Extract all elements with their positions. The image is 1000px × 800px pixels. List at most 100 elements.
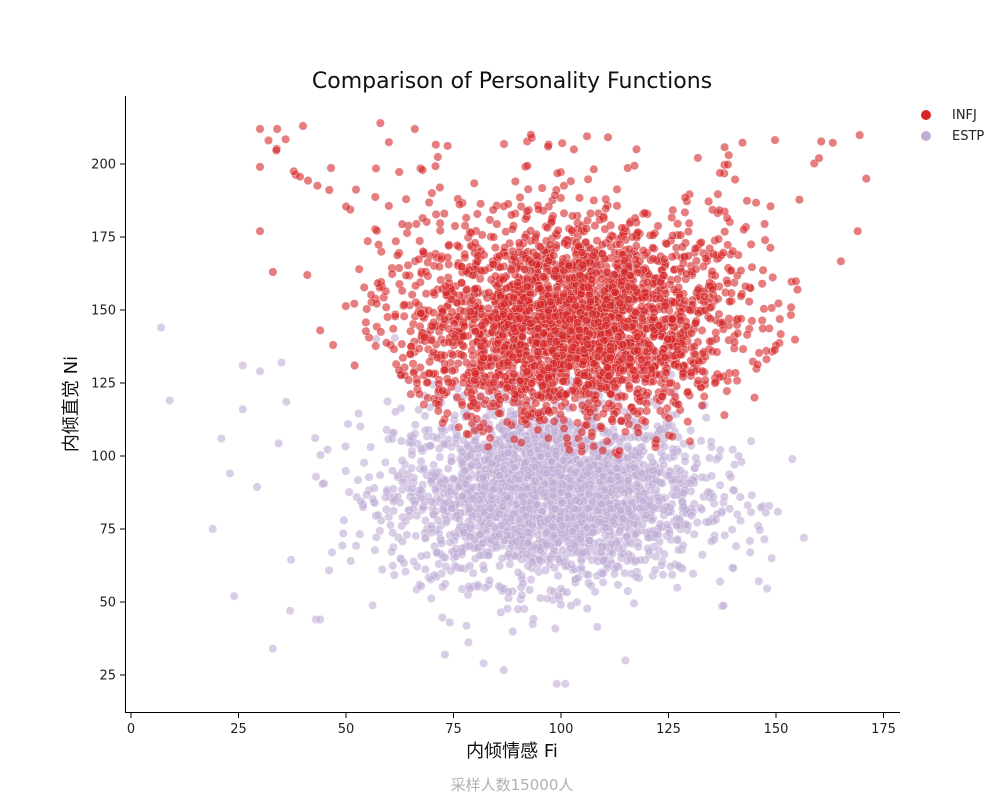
point-estp	[459, 527, 469, 537]
point-estp	[550, 504, 560, 514]
point-infj	[414, 344, 424, 354]
point-estp	[438, 582, 448, 592]
point-infj	[444, 377, 453, 387]
point-estp	[585, 536, 595, 546]
point-estp	[426, 594, 436, 603]
point-infj	[434, 262, 444, 272]
point-infj	[349, 299, 359, 309]
point-estp	[734, 451, 744, 461]
point-estp	[615, 526, 625, 536]
point-estp	[707, 442, 716, 452]
point-estp	[762, 584, 772, 594]
point-estp	[398, 536, 407, 546]
point-estp	[401, 567, 410, 577]
point-infj	[398, 353, 408, 363]
point-estp	[458, 491, 468, 501]
point-estp	[565, 483, 574, 493]
point-infj	[485, 433, 495, 443]
point-infj	[401, 194, 411, 204]
point-estp	[484, 550, 494, 560]
point-infj	[726, 288, 736, 298]
point-infj	[506, 265, 516, 275]
point-infj	[705, 336, 715, 346]
point-infj	[744, 297, 754, 307]
point-estp	[351, 541, 361, 551]
point-infj	[762, 354, 771, 364]
point-estp	[362, 490, 371, 500]
point-infj	[747, 262, 757, 272]
point-estp	[589, 546, 599, 556]
point-estp	[799, 533, 809, 543]
point-estp	[755, 525, 765, 535]
point-estp	[388, 484, 398, 494]
point-infj	[502, 417, 512, 427]
point-estp	[572, 495, 582, 505]
point-estp	[548, 478, 558, 488]
point-estp	[581, 480, 590, 490]
point-infj	[718, 248, 728, 258]
point-infj	[455, 199, 465, 209]
point-estp	[706, 536, 716, 546]
point-infj	[714, 234, 723, 244]
point-estp	[327, 547, 337, 557]
point-estp	[672, 521, 682, 531]
point-estp	[405, 511, 415, 521]
point-infj	[341, 301, 351, 311]
point-estp	[464, 541, 474, 551]
point-infj	[489, 232, 499, 242]
point-infj	[387, 269, 397, 279]
point-estp	[403, 483, 413, 493]
point-estp	[429, 509, 438, 519]
point-estp	[339, 515, 349, 525]
point-estp	[692, 459, 702, 469]
point-estp	[208, 524, 218, 534]
point-estp	[787, 454, 797, 464]
point-estp	[701, 413, 711, 423]
point-infj	[598, 409, 608, 419]
point-infj	[573, 418, 583, 428]
point-infj	[741, 281, 750, 291]
point-infj	[697, 366, 707, 376]
point-estp	[502, 530, 512, 540]
point-estp	[714, 452, 724, 462]
point-estp	[570, 504, 579, 514]
point-estp	[570, 468, 580, 478]
point-estp	[370, 545, 380, 555]
point-estp	[598, 577, 608, 587]
point-estp	[497, 425, 507, 435]
point-infj	[723, 278, 733, 288]
point-estp	[731, 541, 741, 551]
point-infj	[667, 252, 677, 262]
point-infj	[572, 376, 582, 386]
point-infj	[373, 278, 383, 288]
point-infj	[381, 302, 391, 312]
point-estp	[583, 504, 593, 513]
point-estp	[607, 549, 617, 559]
point-estp	[636, 555, 646, 565]
point-estp	[366, 442, 376, 452]
point-estp	[712, 509, 722, 519]
point-infj	[742, 330, 752, 340]
point-estp	[518, 497, 528, 507]
point-estp	[383, 397, 392, 406]
point-infj	[438, 418, 448, 428]
point-estp	[420, 411, 430, 421]
point-infj	[435, 226, 445, 236]
point-infj	[631, 241, 641, 251]
point-infj	[415, 363, 425, 372]
point-estp	[478, 472, 488, 482]
point-estp	[411, 531, 421, 541]
point-estp	[595, 490, 605, 500]
point-infj	[601, 194, 611, 204]
point-estp	[324, 565, 334, 575]
point-estp	[465, 561, 475, 571]
point-estp	[556, 584, 566, 594]
point-estp	[687, 511, 697, 521]
point-estp	[416, 456, 426, 466]
point-estp	[540, 565, 550, 575]
point-estp	[613, 580, 623, 590]
point-estp	[479, 507, 489, 517]
point-infj	[786, 310, 796, 320]
point-estp	[597, 499, 607, 509]
point-infj	[693, 285, 703, 295]
